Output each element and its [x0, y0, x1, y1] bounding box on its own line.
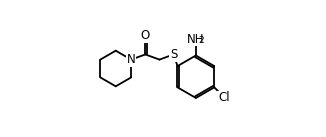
- Text: N: N: [127, 53, 136, 66]
- Text: O: O: [141, 29, 150, 42]
- Text: Cl: Cl: [218, 91, 230, 104]
- Text: NH: NH: [186, 33, 204, 46]
- Text: 2: 2: [199, 36, 204, 45]
- Text: S: S: [170, 48, 177, 61]
